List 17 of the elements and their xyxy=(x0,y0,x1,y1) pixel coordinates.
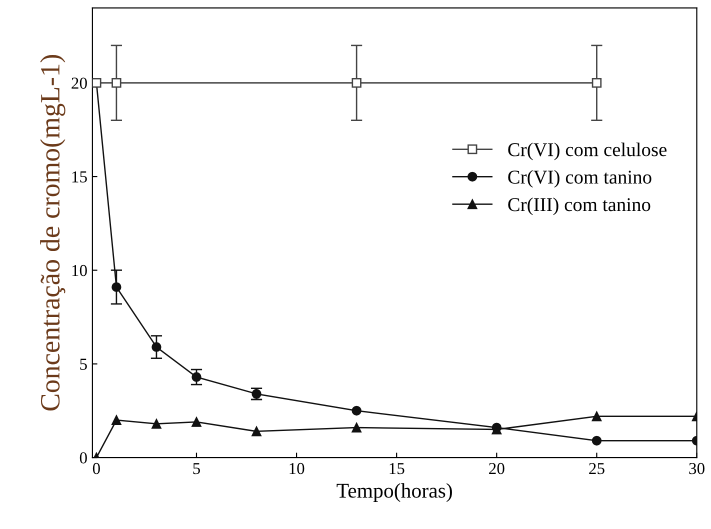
x-tick-label: 10 xyxy=(290,462,304,474)
x-tick-label: 0 xyxy=(92,462,100,474)
x-tick-label: 25 xyxy=(589,462,604,474)
x-tick-label: 5 xyxy=(193,463,200,474)
legend-label: Cr(VI) com tanino xyxy=(508,170,652,188)
legend-label: Cr(VI) com celulose xyxy=(508,142,667,160)
y-tick-label: 0 xyxy=(80,452,87,464)
y-tick-label: 5 xyxy=(80,358,87,370)
x-tick-label: 30 xyxy=(689,462,704,474)
x-tick-label: 15 xyxy=(390,463,404,474)
y-tick-label: 20 xyxy=(72,78,87,89)
x-axis-title: Tempo(horas) xyxy=(336,483,452,502)
y-axis-title: Concentração de cromo(mgL-1) xyxy=(40,55,66,411)
y-tick-label: 10 xyxy=(72,264,87,276)
x-tick-label: 20 xyxy=(489,462,504,474)
legend-label: Cr(III) com tanino xyxy=(508,198,650,216)
y-tick-label: 15 xyxy=(72,171,87,182)
